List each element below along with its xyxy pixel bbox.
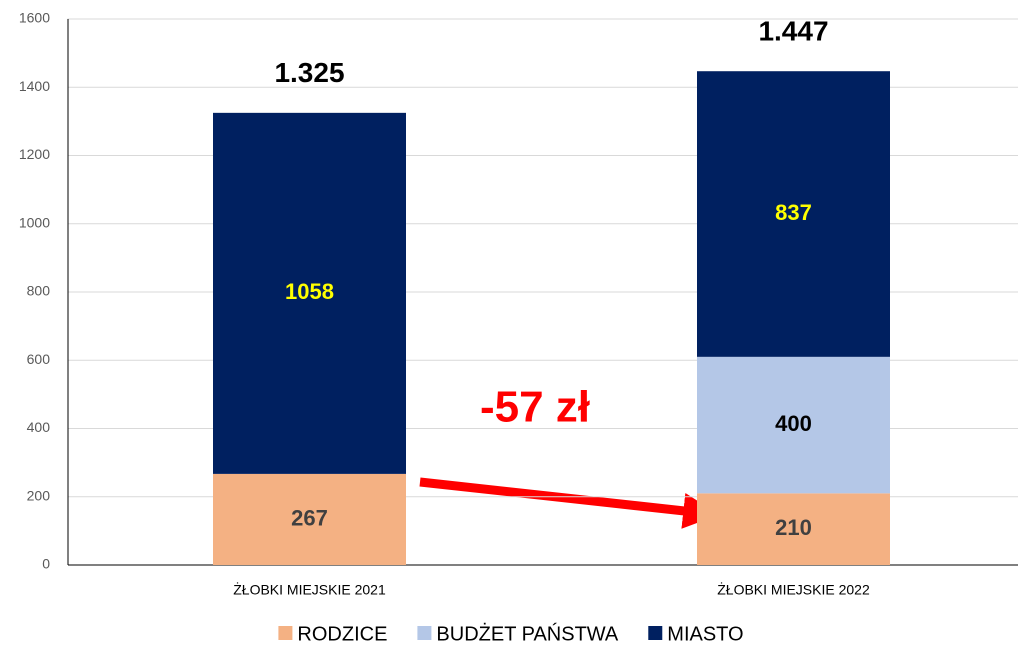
y-tick-label: 800 (27, 283, 51, 299)
x-tick-label: ŻŁOBKI MIEJSKIE 2021 (233, 581, 386, 598)
legend-swatch (278, 626, 293, 640)
legend-label: MIASTO (667, 623, 743, 645)
y-tick-label: 1600 (19, 10, 50, 26)
y-tick-label: 600 (27, 351, 51, 367)
bar-segment (213, 473, 406, 565)
annotation-arrow (419, 477, 720, 529)
segment-label: 267 (291, 505, 328, 530)
segment-label: 210 (775, 515, 812, 540)
segment-label: 1058 (285, 279, 334, 304)
total-label: 1.447 (758, 16, 828, 47)
legend-swatch (417, 626, 432, 640)
y-tick-label: 1000 (19, 214, 50, 230)
segment-label: 837 (775, 200, 812, 225)
legend-label: BUDŻET PAŃSTWA (436, 622, 619, 645)
bar-segment (697, 356, 890, 494)
legend-swatch (648, 626, 663, 640)
y-tick-label: 400 (27, 419, 51, 435)
annotation: -57 zł (480, 383, 590, 432)
legend-label: RODZICE (297, 623, 387, 645)
y-tick-label: 1200 (19, 146, 50, 162)
y-tick-label: 1400 (19, 78, 50, 94)
y-tick-label: 200 (27, 487, 51, 503)
segment-label: 400 (775, 411, 812, 436)
x-tick-label: ŻŁOBKI MIEJSKIE 2022 (717, 581, 870, 598)
y-tick-label: 0 (42, 556, 50, 572)
bar-segment (697, 493, 890, 565)
bar-segment (697, 71, 890, 357)
total-label: 1.325 (274, 57, 344, 88)
bar-segment (213, 112, 406, 474)
